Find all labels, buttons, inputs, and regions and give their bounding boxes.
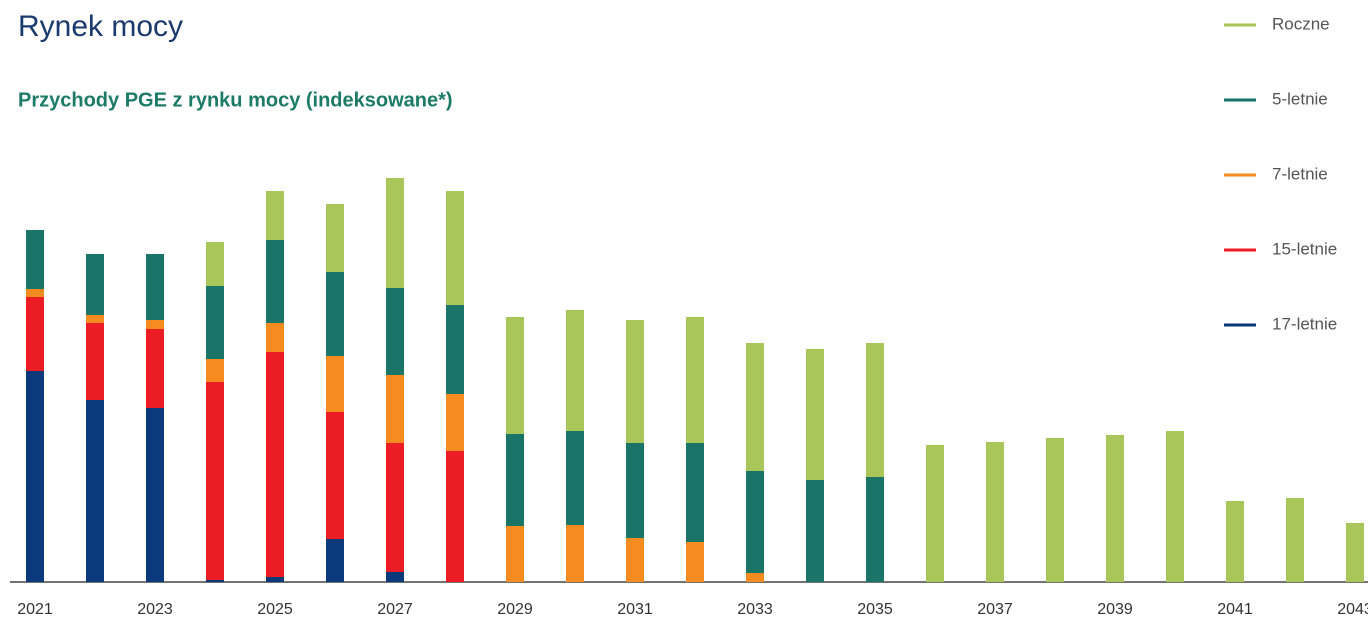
bar-segment	[686, 443, 704, 542]
bar-segment	[506, 317, 524, 434]
x-tick-label: 2023	[137, 601, 173, 618]
x-tick-label: 2027	[377, 601, 413, 618]
x-tick-label: 2039	[1097, 601, 1133, 618]
x-tick-label: 2041	[1217, 601, 1253, 618]
bar-segment	[206, 242, 224, 286]
legend-label: Roczne	[1272, 14, 1330, 33]
bar-segment	[746, 343, 764, 471]
bar-segment	[26, 371, 44, 582]
x-tick-label: 2031	[617, 601, 653, 618]
bar-segment	[206, 580, 224, 582]
bar-segment	[986, 442, 1004, 582]
legend-label: 5-letnie	[1272, 89, 1328, 108]
bar-segment	[146, 254, 164, 320]
bar-segment	[266, 352, 284, 577]
bar-segment	[446, 305, 464, 394]
x-tick-label: 2033	[737, 601, 773, 618]
bar-segment	[506, 434, 524, 526]
bar-segment	[806, 480, 824, 582]
bar-segment	[626, 320, 644, 443]
x-tick-label: 2025	[257, 601, 293, 618]
bar-segment	[1046, 438, 1064, 582]
bar-segment	[146, 408, 164, 582]
bar-segment	[386, 443, 404, 572]
legend-label: 7-letnie	[1272, 164, 1328, 183]
bar-segment	[26, 289, 44, 297]
bar-segment	[206, 286, 224, 359]
bar-segment	[446, 191, 464, 305]
bar-segment	[1166, 431, 1184, 582]
x-tick-label: 2035	[857, 601, 893, 618]
bar-segment	[206, 382, 224, 580]
bar-segment	[386, 572, 404, 582]
bar-segment	[1226, 501, 1244, 582]
bar-segment	[146, 320, 164, 329]
bar-segment	[266, 240, 284, 323]
bar-segment	[326, 356, 344, 412]
bar-segment	[626, 443, 644, 538]
bar-segment	[506, 526, 524, 582]
bar-segment	[206, 359, 224, 382]
bar-segment	[566, 310, 584, 431]
bar-segment	[326, 539, 344, 582]
bar-segment	[566, 431, 584, 525]
bar-segment	[1346, 523, 1364, 582]
bar-segment	[806, 349, 824, 480]
bar-segment	[566, 525, 584, 582]
x-tick-label: 2043	[1337, 601, 1368, 618]
bar-segment	[146, 329, 164, 408]
chart-subtitle: Przychody PGE z rynku mocy (indeksowane*…	[18, 89, 453, 111]
chart-title: Rynek mocy	[18, 10, 183, 43]
bar-segment	[686, 542, 704, 582]
bar-segment	[1286, 498, 1304, 582]
bar-segment	[86, 323, 104, 400]
bar-segment	[326, 412, 344, 539]
bar-segment	[26, 297, 44, 371]
bar-segment	[1106, 435, 1124, 582]
legend-label: 17-letnie	[1272, 314, 1337, 333]
bar-segment	[266, 577, 284, 582]
bar-segment	[386, 178, 404, 288]
bar-segment	[26, 230, 44, 289]
bar-segment	[326, 204, 344, 272]
bar-segment	[86, 400, 104, 582]
bar-segment	[386, 288, 404, 375]
x-tick-label: 2029	[497, 601, 533, 618]
bar-segment	[266, 323, 284, 352]
legend-label: 15-letnie	[1272, 239, 1337, 258]
bar-segment	[626, 538, 644, 582]
bar-segment	[866, 477, 884, 582]
bar-segment	[386, 375, 404, 443]
bar-segment	[86, 315, 104, 323]
bar-segment	[446, 394, 464, 451]
bar-segment	[926, 445, 944, 582]
x-tick-label: 2037	[977, 601, 1013, 618]
bar-segment	[446, 451, 464, 582]
x-tick-label: 2021	[17, 601, 53, 618]
bar-segment	[326, 272, 344, 356]
bar-segment	[746, 573, 764, 582]
bar-segment	[686, 317, 704, 443]
bar-segment	[866, 343, 884, 477]
bar-segment	[746, 471, 764, 573]
bar-segment	[266, 191, 284, 240]
bar-segment	[86, 254, 104, 315]
